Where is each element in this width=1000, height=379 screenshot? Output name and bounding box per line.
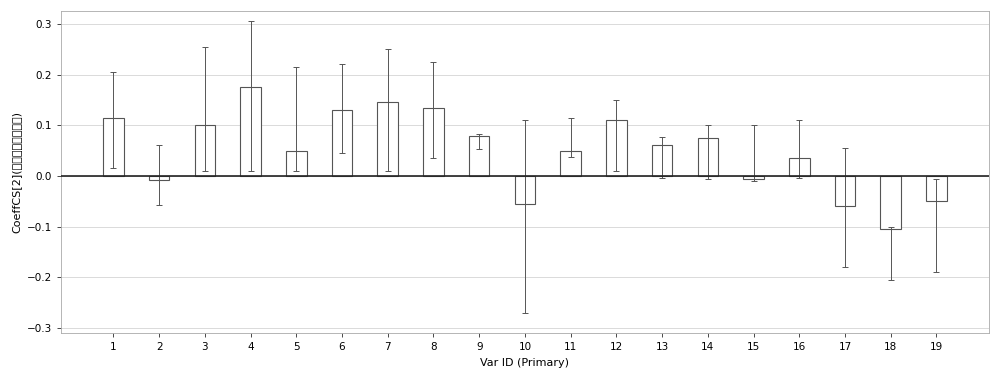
Bar — [743, 176, 764, 179]
Bar — [606, 120, 627, 176]
Bar — [149, 176, 169, 180]
Bar — [240, 87, 261, 176]
Y-axis label: CoeffCS[2](血小板聚集抑制率): CoeffCS[2](血小板聚集抑制率) — [11, 111, 21, 233]
X-axis label: Var ID (Primary): Var ID (Primary) — [480, 358, 569, 368]
Bar — [286, 150, 307, 176]
Bar — [377, 102, 398, 176]
Bar — [560, 150, 581, 176]
Bar — [835, 176, 855, 207]
Bar — [469, 136, 489, 176]
Bar — [103, 117, 124, 176]
Bar — [789, 158, 810, 176]
Bar — [698, 138, 718, 176]
Bar — [332, 110, 352, 176]
Bar — [195, 125, 215, 176]
Bar — [423, 108, 444, 176]
Bar — [880, 176, 901, 229]
Bar — [926, 176, 947, 201]
Bar — [652, 144, 672, 176]
Bar — [515, 176, 535, 204]
